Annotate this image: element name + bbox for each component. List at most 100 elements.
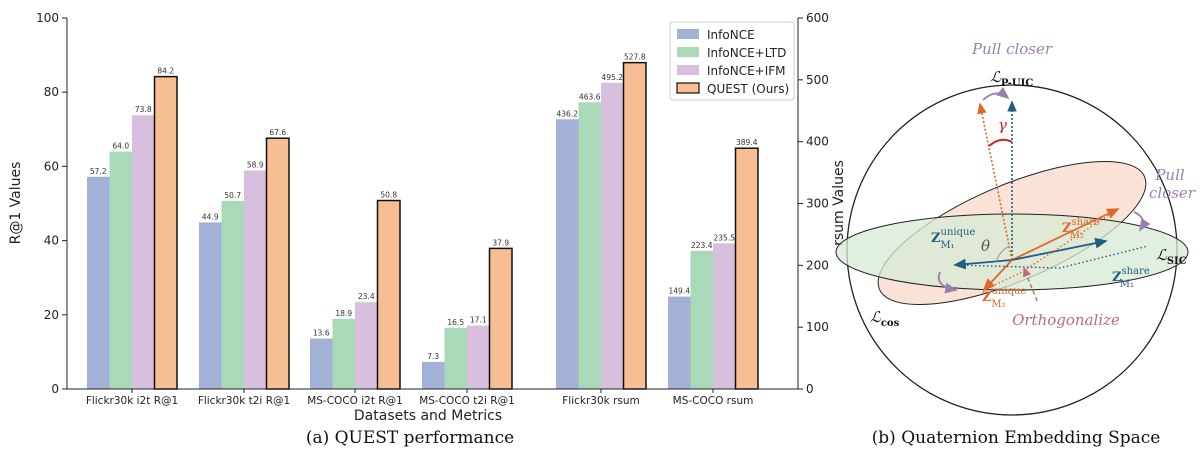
data-label: 149.4	[669, 287, 691, 296]
data-label: 436.2	[557, 109, 579, 118]
gamma-label: γ	[998, 116, 1007, 134]
pull-closer-right-label-2: closer	[1149, 184, 1196, 202]
y-right-tick-label: 400	[806, 135, 829, 149]
z-share-m2-label: Zshare M₂	[1062, 217, 1100, 241]
y-tick-label: 80	[44, 85, 59, 99]
data-label: 67.6	[269, 128, 286, 137]
bar	[355, 302, 378, 389]
legend-swatch	[676, 82, 700, 94]
theta-arc	[995, 245, 1011, 263]
y-tick-label: 20	[44, 308, 59, 322]
quaternion-diagram: Pull closer Pull closer Orthogonalize γ …	[835, 40, 1196, 448]
pull-closer-right-arrow	[1133, 211, 1151, 232]
y-right-tick-label: 100	[806, 320, 829, 334]
data-label: 50.7	[224, 191, 241, 200]
bar	[199, 222, 222, 389]
bar	[444, 327, 467, 389]
bar	[734, 147, 759, 390]
bar	[132, 115, 155, 390]
bar	[601, 82, 624, 389]
data-label: 50.8	[380, 191, 397, 200]
bar	[376, 199, 401, 390]
data-label: 235.5	[714, 233, 736, 242]
x-tick-label: MS-COCO i2t R@1	[307, 395, 403, 407]
data-label: 37.9	[492, 238, 509, 247]
z-share-m1-vector	[1011, 237, 1108, 261]
tilted-orange-axis	[977, 102, 1013, 261]
z-unique-m2-vector	[982, 259, 1013, 292]
bar	[578, 102, 601, 389]
y-tick-label: 0	[51, 382, 59, 396]
legend-label: InfoNCE+LTD	[707, 46, 786, 60]
y-right-tick-label: 200	[806, 258, 829, 272]
y-axis-label-left: R@1 Values	[8, 162, 24, 245]
gamma-arc	[988, 138, 1013, 147]
pull-closer-right-label-1: Pull	[1154, 166, 1185, 184]
data-label: 13.6	[313, 329, 330, 338]
dotted-blue-path	[954, 245, 1149, 269]
pull-closer-top-label: Pull closer	[971, 40, 1053, 58]
z-unique-m1-label: Zunique M₁	[931, 227, 975, 251]
theta-label: θ	[981, 237, 990, 255]
legend-items: InfoNCE InfoNCE+LTD InfoNCE+IFM QUEST (Ours…	[676, 28, 789, 96]
pull-closer-top-arrow	[982, 86, 1010, 101]
y-tick-label: 40	[44, 234, 59, 248]
y-right-tick-label: 600	[806, 11, 829, 25]
data-label: 389.4	[736, 138, 758, 147]
data-label: 57.2	[90, 167, 107, 176]
bar	[690, 250, 713, 389]
data-label: 44.9	[202, 212, 219, 221]
bar	[467, 325, 490, 389]
data-labels-group: 57.2 64.0 73.8 84.2 44.9 50.7 58.9 67.6 13.6 18.9…	[90, 53, 758, 361]
loss-sic-label: ℒSIC	[1156, 246, 1187, 267]
y-right-tick-label: 0	[806, 382, 814, 396]
loss-p-uic-label: ℒP-UIC	[990, 68, 1033, 89]
bar	[221, 200, 244, 389]
legend-label: InfoNCE+IFM	[707, 64, 786, 78]
data-label: 495.2	[602, 73, 624, 82]
bar	[622, 61, 647, 390]
data-label: 463.6	[579, 92, 601, 101]
data-label: 527.8	[624, 53, 646, 62]
y-axis-label-right: rsum Values	[831, 160, 847, 246]
data-label: 64.0	[112, 142, 129, 151]
data-label: 23.4	[358, 292, 375, 301]
legend-swatch	[677, 29, 699, 39]
x-tick-label: MS-COCO t2i R@1	[419, 395, 515, 407]
bar	[713, 243, 736, 389]
z-share-m1-label: Zshare M₁	[1112, 266, 1150, 290]
data-label: 17.1	[470, 316, 487, 325]
data-label: 7.3	[427, 352, 439, 361]
z-share-m2-vector	[1011, 208, 1120, 261]
bar	[244, 170, 267, 389]
category-tick-labels: Flickr30k i2t R@1 Flickr30k t2i R@1 MS-COC…	[86, 389, 754, 407]
bar	[153, 75, 178, 390]
y-right-tick-label: 500	[806, 73, 829, 87]
bar	[109, 151, 132, 389]
orthogonalize-arrow	[1023, 266, 1038, 302]
bar	[488, 247, 513, 390]
legend: InfoNCE InfoNCE+LTD InfoNCE+IFM QUEST (Ours…	[669, 21, 795, 101]
orthogonalize-label: Orthogonalize	[1012, 311, 1120, 329]
y-right-tick-label: 300	[806, 197, 829, 211]
legend-label: InfoNCE	[707, 28, 755, 42]
x-tick-label: Flickr30k i2t R@1	[86, 395, 178, 407]
bar-chart: 57.2 64.0 73.8 84.2 44.9 50.7 58.9 67.6 13.6 18.9…	[8, 11, 847, 448]
data-label: 16.5	[447, 318, 464, 327]
legend-swatch	[677, 47, 699, 57]
bar	[422, 361, 445, 389]
x-tick-label: MS-COCO rsum	[673, 395, 754, 407]
z-unique-m2-label: Zunique M₂	[982, 286, 1026, 310]
legend-swatch	[677, 65, 699, 75]
data-label: 58.9	[247, 160, 264, 169]
x-tick-label: Flickr30k t2i R@1	[198, 395, 290, 407]
bar	[265, 137, 290, 390]
legend-box	[669, 21, 795, 101]
data-label: 73.8	[135, 105, 152, 114]
right-axis-ticks: 0 100 200 300 400 500 600	[798, 11, 829, 396]
y-tick-label: 60	[44, 159, 59, 173]
bar	[332, 318, 355, 389]
z-unique-m1-vector	[953, 258, 1013, 270]
legend-label: QUEST (Ours)	[707, 82, 789, 96]
data-label: 18.9	[335, 309, 352, 318]
